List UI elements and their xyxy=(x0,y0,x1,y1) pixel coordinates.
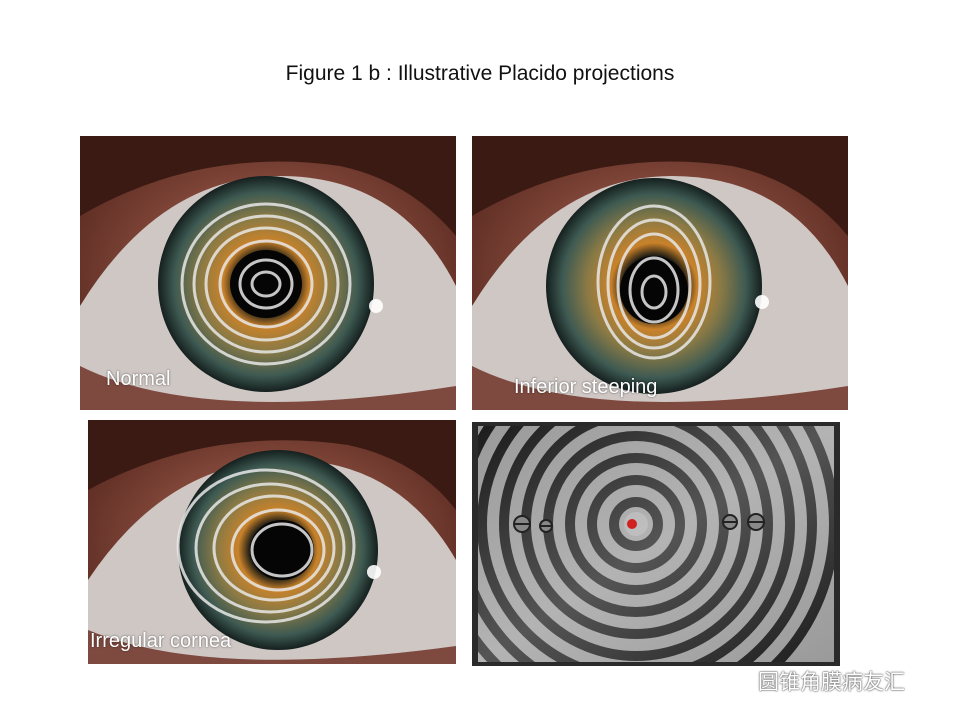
eye-panel-inferior-steeping: Inferior steeping xyxy=(472,136,848,410)
panel-label-inferior-steeping: Inferior steeping xyxy=(514,376,658,398)
panel-label-irregular-cornea: Irregular cornea xyxy=(90,630,232,652)
eye-image-normal xyxy=(80,136,456,410)
watermark: 圆锥角膜病友汇 xyxy=(712,664,905,698)
panel-label-normal: Normal xyxy=(106,368,171,390)
watermark-text: 圆锥角膜病友汇 xyxy=(758,671,905,694)
placido-disk-panel xyxy=(472,422,840,666)
eye-image-irregular-cornea xyxy=(88,420,456,664)
eye-image-inferior-steeping xyxy=(472,136,848,410)
figure-title: Figure 1 b : Illustrative Placido projec… xyxy=(285,62,675,85)
eye-panel-irregular-cornea: Irregular cornea xyxy=(88,420,456,664)
eye-panel-normal: Normal xyxy=(80,136,456,410)
disk-screws xyxy=(513,513,765,533)
placido-disk-image xyxy=(478,426,834,662)
wechat-icon xyxy=(712,664,752,698)
